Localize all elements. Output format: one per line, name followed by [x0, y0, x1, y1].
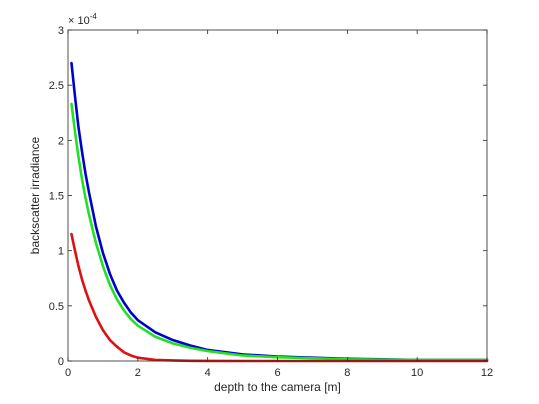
y-tick-label: 2 [58, 135, 64, 147]
y-tick-label: 3 [58, 25, 64, 37]
x-tick-label: 6 [274, 367, 280, 379]
y-tick-label: 1.5 [49, 191, 64, 203]
y-tick-label: 1 [58, 246, 64, 258]
y-exponent-power: -4 [90, 12, 98, 21]
x-tick-label: 8 [344, 367, 350, 379]
x-tick-label: 0 [65, 367, 71, 379]
x-tick-label: 4 [205, 367, 211, 379]
y-axis-ticks: 0 0.5 1 1.5 2 2.5 3 [49, 25, 487, 368]
y-tick-label: 2.5 [49, 80, 64, 92]
x-axis-ticks: 0 2 4 6 8 10 12 [65, 30, 493, 379]
series-line-2 [70, 102, 489, 362]
plot-area [68, 30, 487, 361]
y-tick-label: 0.5 [49, 301, 64, 313]
x-axis-label: depth to the camera [m] [214, 380, 341, 394]
y-tick-label: 0 [58, 356, 64, 368]
y-axis-label: backscatter irradiance [28, 136, 42, 254]
x-tick-label: 2 [135, 367, 141, 379]
y-exponent-base: × 10 [68, 15, 90, 27]
x-tick-label: 12 [481, 367, 493, 379]
y-exponent-label: × 10-4 [68, 12, 97, 27]
x-tick-label: 10 [411, 367, 423, 379]
